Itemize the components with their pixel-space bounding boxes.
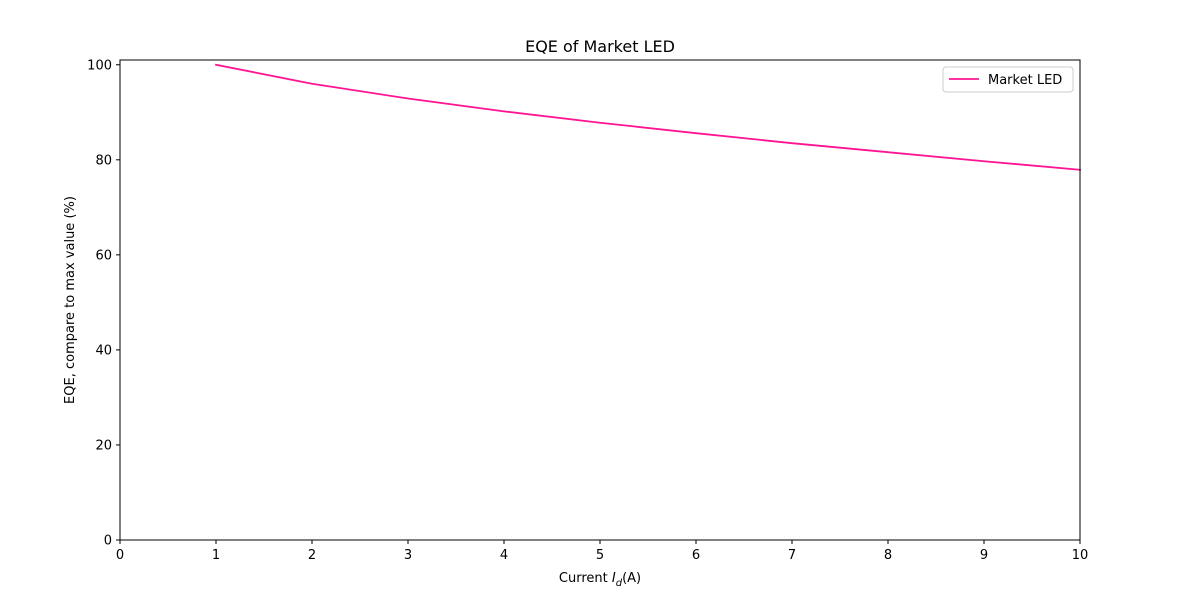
legend: Market LED [942,66,1074,93]
x-tick-label: 10 [1072,548,1089,563]
x-axis-label: Current Id(A) [559,571,641,589]
y-axis-ticks: 0 20 40 60 80 100 [87,58,120,549]
x-tick-label: 5 [596,548,604,563]
x-tick-label: 4 [500,548,508,563]
y-axis-label: EQE, compare to max value (%) [63,196,78,404]
legend-label: Market LED [988,73,1062,88]
legend-box [942,66,1074,93]
x-tick-label: 1 [212,548,220,563]
x-tick-label: 8 [884,548,892,563]
y-tick-label: 40 [95,343,112,358]
x-tick-label: 3 [404,548,412,563]
chart-title: EQE of Market LED [525,37,675,56]
y-tick-label: 60 [95,248,112,263]
y-tick-label: 20 [95,438,112,453]
x-axis-label-variable: I [612,571,616,586]
x-tick-label: 2 [308,548,316,563]
x-tick-label: 9 [980,548,988,563]
x-axis-label-subscript: d [616,578,623,589]
x-tick-label: 7 [788,548,796,563]
x-tick-label: 6 [692,548,700,563]
x-axis-ticks: 0 1 2 3 4 5 6 7 8 9 10 [116,540,1088,563]
x-axis-label-prefix: Current [559,571,612,586]
x-axis-label-suffix: (A) [622,571,641,586]
x-tick-label: 0 [116,548,124,563]
y-tick-label: 80 [95,153,112,168]
y-tick-label: 0 [104,534,112,549]
series-line-market-led [214,63,1081,171]
y-tick-label: 100 [87,58,112,73]
plot-data [214,63,1081,171]
